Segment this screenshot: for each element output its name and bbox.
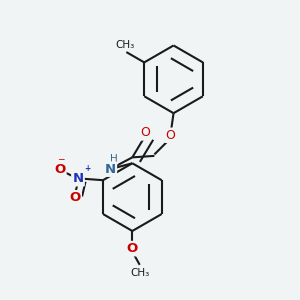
Text: O: O [141,126,151,140]
Text: −: − [57,154,65,164]
Text: O: O [69,191,81,204]
Text: O: O [166,129,176,142]
Text: O: O [127,242,138,255]
Text: +: + [85,164,91,173]
Text: N: N [72,172,83,185]
Text: N: N [105,163,116,176]
Text: CH₃: CH₃ [130,268,149,278]
Text: CH₃: CH₃ [115,40,134,50]
Text: O: O [54,164,65,176]
Text: H: H [110,154,118,164]
